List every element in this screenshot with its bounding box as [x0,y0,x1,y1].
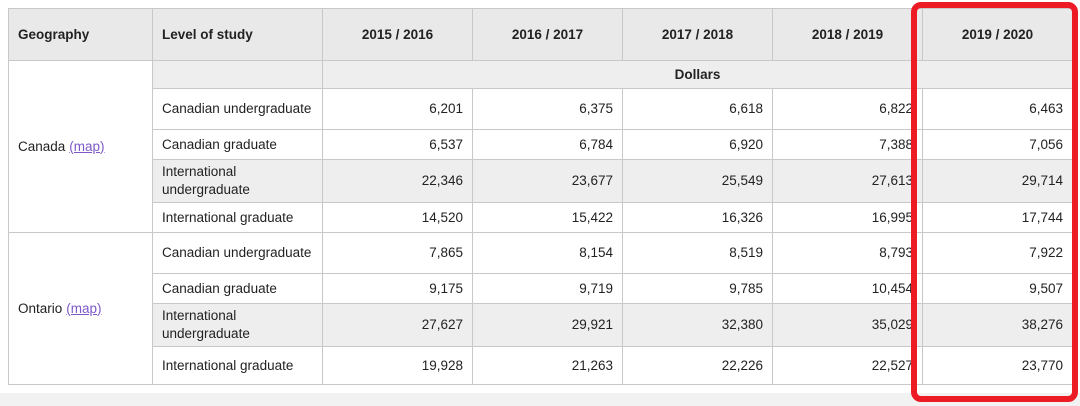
value-cell: 6,375 [472,88,623,130]
value-cell: 6,784 [472,129,623,160]
value-cell: 7,388 [772,129,923,160]
value-cell: 10,454 [772,273,923,304]
year-header-2019-2020: 2019 / 2020 [922,8,1073,61]
value-cell: 6,201 [322,88,473,130]
value-cell: 22,346 [322,159,473,203]
value-cell: 9,507 [922,273,1073,304]
table-row: Canadian undergraduate 6,201 6,375 6,618… [9,88,1073,130]
level-cell: International undergraduate [152,159,323,203]
geography-cell-canada: Canada (map) [8,60,153,233]
value-cell: 9,719 [472,273,623,304]
unit-label: Dollars [322,60,1073,89]
level-cell: International graduate [152,202,323,233]
value-cell: 8,793 [772,232,923,274]
value-cell: 23,770 [922,346,1073,385]
value-cell: 6,537 [322,129,473,160]
value-cell: 6,618 [622,88,773,130]
geography-label-ontario: Ontario [18,300,63,316]
table-header-row: Geography Level of study 2015 / 2016 201… [8,8,1073,61]
unit-row-empty-cell [152,60,323,89]
year-header-2018-2019: 2018 / 2019 [772,8,923,61]
table-row: International graduate 19,928 21,263 22,… [9,346,1073,385]
value-cell: 25,549 [622,159,773,203]
table-row: International undergraduate 22,346 23,67… [9,159,1073,203]
value-cell: 23,677 [472,159,623,203]
unit-row: Canada (map) Dollars [8,60,1073,233]
value-cell: 29,921 [472,303,623,347]
value-cell: 16,326 [622,202,773,233]
geography-column-header: Geography [8,8,153,61]
map-link-ontario[interactable]: (map) [66,300,102,316]
value-cell: 27,627 [322,303,473,347]
value-cell: 29,714 [922,159,1073,203]
value-cell: 32,380 [622,303,773,347]
geography-cell-ontario: Ontario (map) [8,232,153,385]
level-cell: Canadian undergraduate [152,88,323,130]
year-header-2015-2016: 2015 / 2016 [322,8,473,61]
value-cell: 22,527 [772,346,923,385]
tuition-table: Geography Level of study 2015 / 2016 201… [8,8,1073,385]
level-cell: International undergraduate [152,303,323,347]
footer-strip [0,393,1080,406]
value-cell: 22,226 [622,346,773,385]
value-cell: 7,865 [322,232,473,274]
table-row: Canadian graduate 6,537 6,784 6,920 7,38… [9,129,1073,160]
value-cell: 21,263 [472,346,623,385]
value-cell: 35,029 [772,303,923,347]
value-cell: 9,175 [322,273,473,304]
value-cell: 15,422 [472,202,623,233]
value-cell: 14,520 [322,202,473,233]
geography-label-canada: Canada [18,138,66,154]
value-cell: 7,922 [922,232,1073,274]
level-column-header: Level of study [152,8,323,61]
value-cell: 17,744 [922,202,1073,233]
value-cell: 19,928 [322,346,473,385]
table-row: International graduate 14,520 15,422 16,… [9,202,1073,233]
value-cell: 6,920 [622,129,773,160]
value-cell: 38,276 [922,303,1073,347]
level-cell: Canadian graduate [152,273,323,304]
level-cell: International graduate [152,346,323,385]
map-link-canada[interactable]: (map) [69,138,105,154]
value-cell: 6,463 [922,88,1073,130]
value-cell: 8,154 [472,232,623,274]
value-cell: 16,995 [772,202,923,233]
table-row: Ontario (map) Canadian undergraduate 7,86… [8,232,1073,385]
level-cell: Canadian graduate [152,129,323,160]
value-cell: 9,785 [622,273,773,304]
level-cell: Canadian undergraduate [152,232,323,274]
value-cell: 27,613 [772,159,923,203]
year-header-2017-2018: 2017 / 2018 [622,8,773,61]
value-cell: 6,822 [772,88,923,130]
value-cell: 8,519 [622,232,773,274]
table-row: Canadian graduate 9,175 9,719 9,785 10,4… [9,273,1073,304]
year-header-2016-2017: 2016 / 2017 [472,8,623,61]
table-row: International undergraduate 27,627 29,92… [9,303,1073,347]
value-cell: 7,056 [922,129,1073,160]
